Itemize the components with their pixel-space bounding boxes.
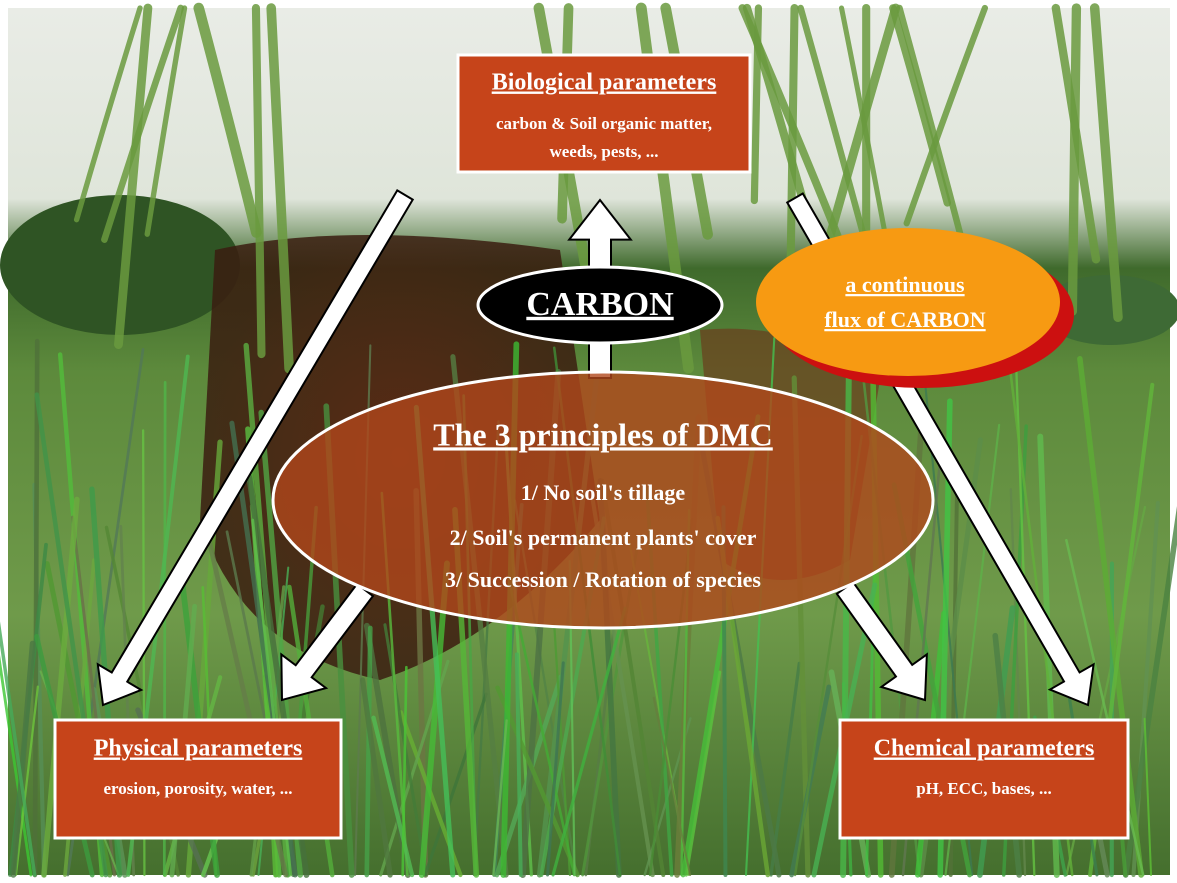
box-text: weeds, pests, ...	[549, 142, 658, 161]
flux-label: a continuous	[845, 272, 965, 297]
grass-blade	[35, 341, 37, 875]
leaf	[1072, 8, 1076, 311]
principles-title: The 3 principles of DMC	[433, 416, 773, 452]
principles-ellipse: The 3 principles of DMC 1/ No soil's til…	[273, 372, 933, 628]
box-title: Chemical parameters	[874, 736, 1095, 762]
principle-item: 3/ Succession / Rotation of species	[445, 567, 761, 592]
biological-box: Biological parameters carbon & Soil orga…	[458, 55, 750, 172]
box-title: Biological parameters	[492, 70, 717, 96]
box-text: erosion, porosity, water, ...	[103, 779, 292, 798]
leaf	[256, 8, 262, 354]
principle-item: 1/ No soil's tillage	[521, 480, 686, 505]
chemical-box: Chemical parameters pH, ECC, bases, ...	[840, 720, 1128, 838]
physical-box: Physical parameters erosion, porosity, w…	[55, 720, 341, 838]
flux-label: flux of CARBON	[824, 307, 985, 332]
box-text: pH, ECC, bases, ...	[916, 779, 1052, 798]
principle-item: 2/ Soil's permanent plants' cover	[450, 525, 757, 550]
diagram: The 3 principles of DMC 1/ No soil's til…	[0, 0, 1177, 883]
box-text: carbon & Soil organic matter,	[496, 114, 712, 133]
carbon-badge: CARBON	[478, 267, 722, 343]
carbon-label: CARBON	[526, 286, 674, 323]
box-title: Physical parameters	[94, 736, 303, 762]
